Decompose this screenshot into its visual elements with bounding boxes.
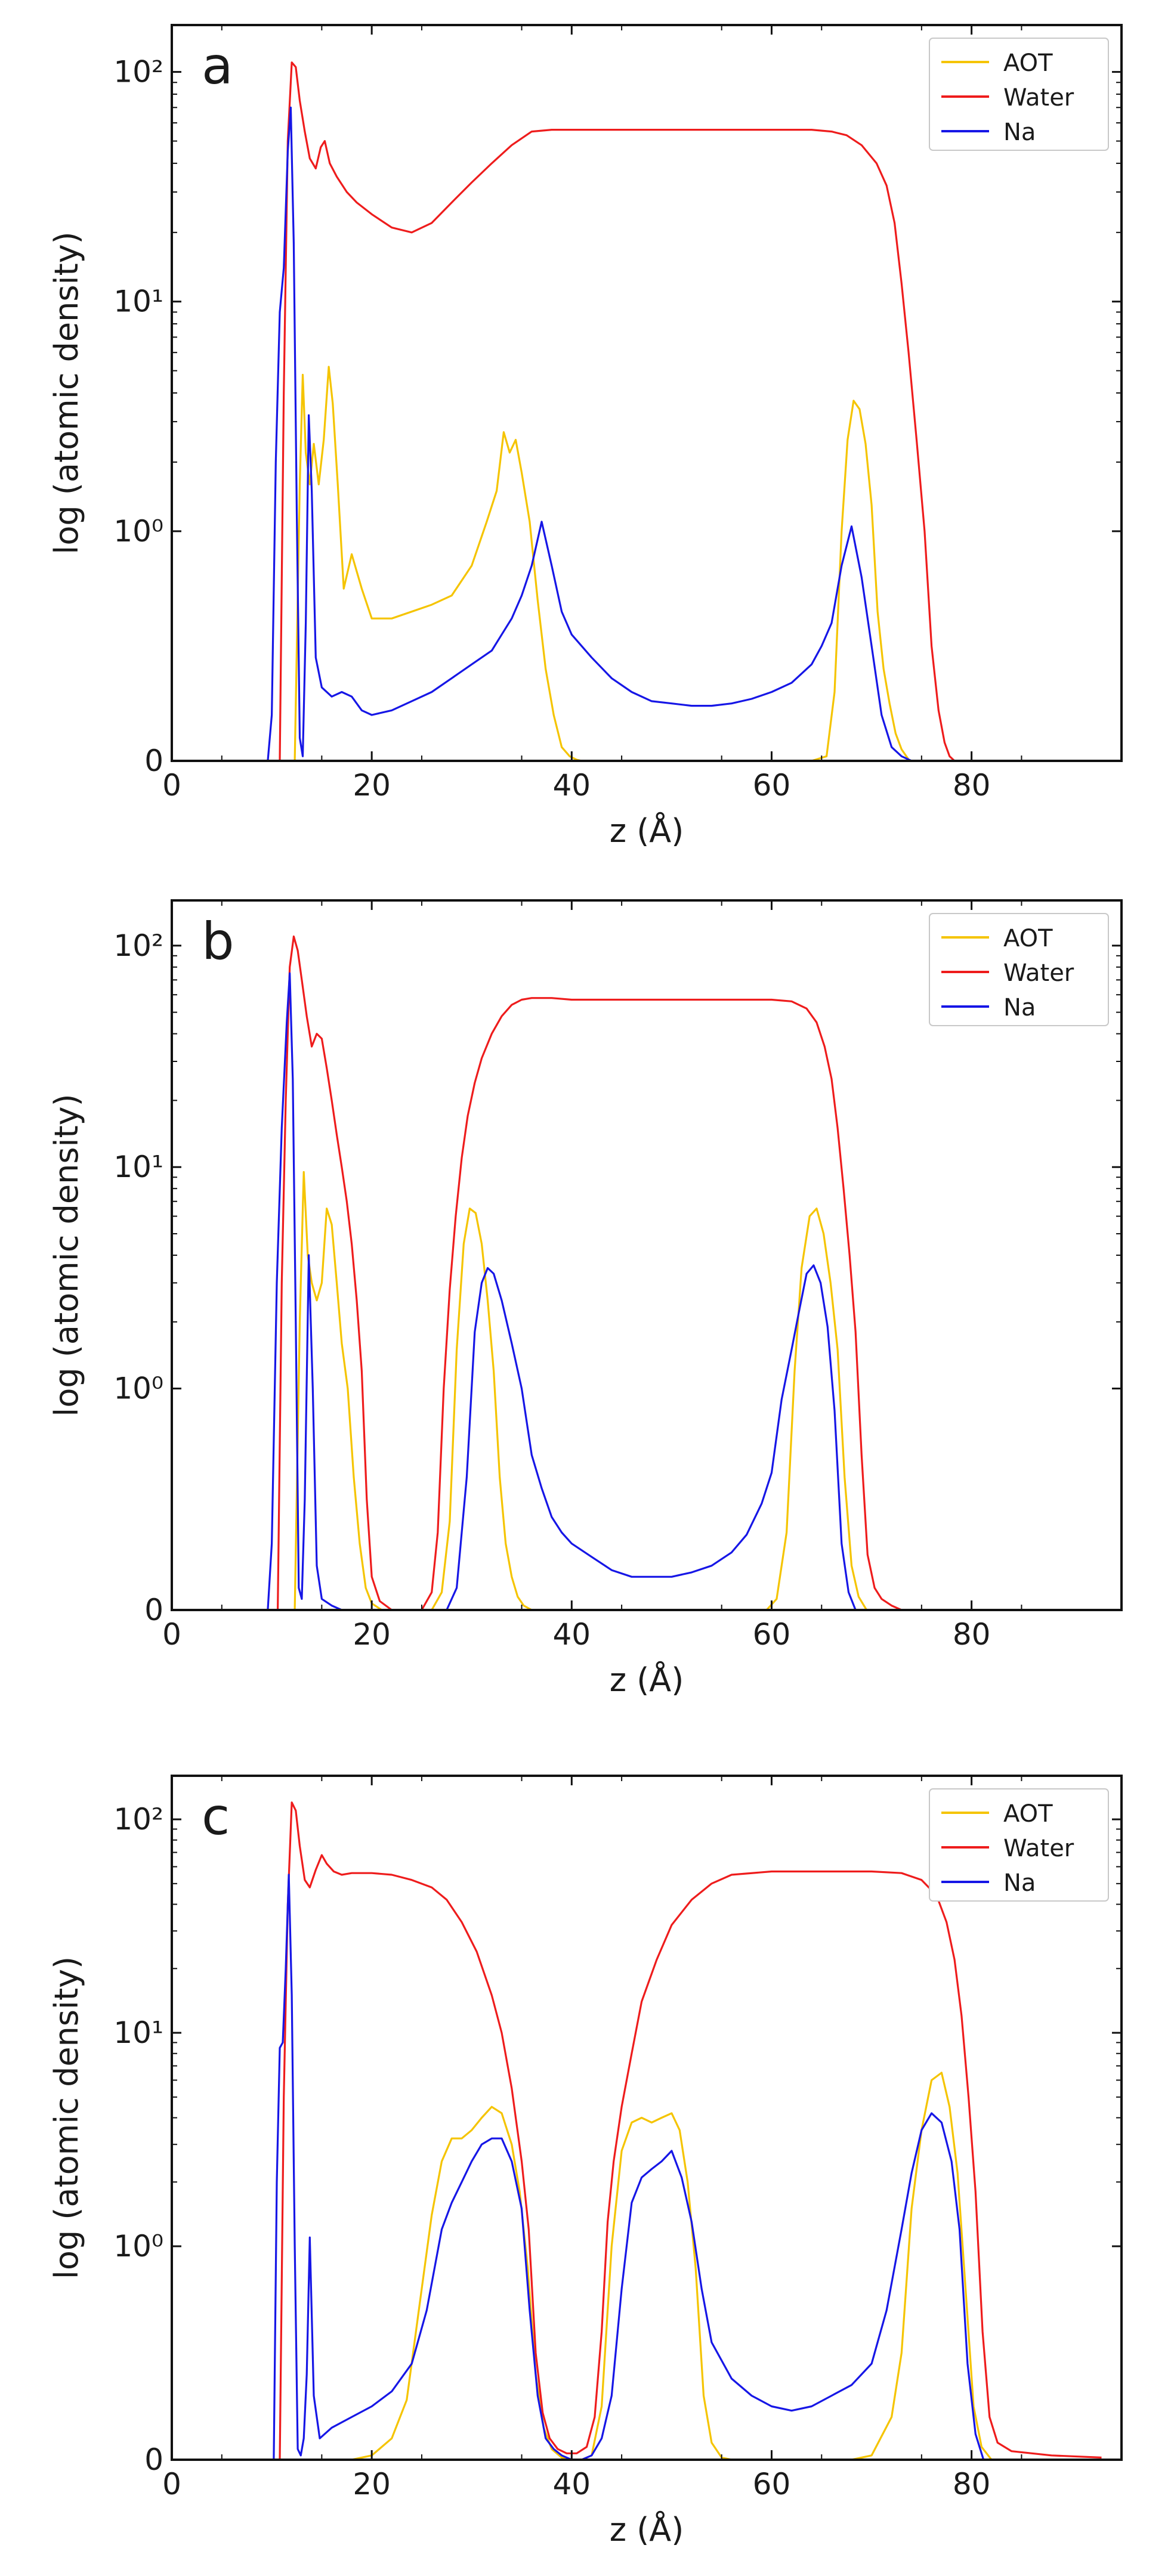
legend-label-water: Water bbox=[1003, 959, 1074, 987]
x-tick-label: 0 bbox=[162, 768, 181, 803]
series-line-na bbox=[273, 1874, 985, 2461]
series-line-water bbox=[277, 935, 902, 1611]
chart-panel-a: 0 20 40 60 80 0 10⁰ 10¹ 10² z (Å) log (atomic dens… bbox=[48, 24, 1123, 850]
chart-panel-c: 0 20 40 60 80 0 10⁰ 10¹ 10² z (Å) log (atomic dens… bbox=[48, 1775, 1123, 2549]
legend-box bbox=[929, 38, 1109, 151]
x-axis-label: z (Å) bbox=[610, 812, 684, 850]
y-tick-label: 10² bbox=[113, 928, 163, 963]
y-tick-label: 0 bbox=[144, 1593, 163, 1627]
x-tick-label: 20 bbox=[353, 768, 391, 803]
series-line-aot bbox=[294, 1171, 868, 1611]
legend-label-na: Na bbox=[1003, 119, 1036, 146]
legend-label-aot: AOT bbox=[1003, 49, 1053, 77]
panel-label: c bbox=[202, 1787, 230, 1847]
x-tick-label: 0 bbox=[162, 2467, 181, 2501]
legend-label-na: Na bbox=[1003, 1869, 1036, 1897]
panel-label: a bbox=[202, 36, 233, 96]
x-tick-label: 20 bbox=[353, 1617, 391, 1652]
y-axis-label: log (atomic density) bbox=[48, 231, 85, 554]
x-tick-label: 60 bbox=[753, 1617, 791, 1652]
x-tick-label: 20 bbox=[353, 2467, 391, 2501]
y-tick-label: 10⁰ bbox=[113, 514, 163, 549]
x-tick-label: 40 bbox=[553, 768, 591, 803]
x-tick-label: 80 bbox=[953, 1617, 991, 1652]
x-tick-label: 40 bbox=[553, 2467, 591, 2501]
series-line-aot bbox=[351, 2072, 993, 2461]
y-axis-label: log (atomic density) bbox=[48, 1956, 85, 2279]
chart-panel-b: 0 20 40 60 80 0 10⁰ 10¹ 10² z (Å) log (atomic dens… bbox=[48, 899, 1123, 1699]
legend-label-aot: AOT bbox=[1003, 1800, 1053, 1828]
y-tick-label: 10⁰ bbox=[113, 1371, 163, 1406]
series-line-na bbox=[267, 106, 912, 762]
legend: AOT Water Na bbox=[929, 913, 1109, 1026]
y-tick-label: 10¹ bbox=[113, 2015, 163, 2050]
x-tick-label: 60 bbox=[753, 768, 791, 803]
y-axis-label: log (atomic density) bbox=[48, 1094, 85, 1416]
series-line-aot bbox=[294, 366, 911, 762]
legend-label-na: Na bbox=[1003, 994, 1036, 1021]
legend: AOT Water Na bbox=[929, 38, 1109, 151]
y-tick-label: 10⁰ bbox=[113, 2229, 163, 2264]
y-tick-label: 0 bbox=[144, 744, 163, 778]
series-line-water bbox=[279, 61, 956, 762]
y-tick-label: 10² bbox=[113, 55, 163, 89]
legend-label-water: Water bbox=[1003, 84, 1074, 112]
y-tick-label: 10¹ bbox=[113, 284, 163, 319]
x-axis-label: z (Å) bbox=[610, 2510, 684, 2549]
x-tick-label: 40 bbox=[553, 1617, 591, 1652]
x-axis-label: z (Å) bbox=[610, 1661, 684, 1699]
legend-label-water: Water bbox=[1003, 1835, 1074, 1862]
legend-box bbox=[929, 1788, 1109, 1902]
x-tick-label: 80 bbox=[953, 768, 991, 803]
x-tick-label: 60 bbox=[753, 2467, 791, 2501]
legend: AOT Water Na bbox=[929, 1788, 1109, 1902]
x-tick-label: 80 bbox=[953, 2467, 991, 2501]
y-tick-label: 10¹ bbox=[113, 1150, 163, 1184]
series-line-na bbox=[267, 972, 857, 1611]
panel-label: b bbox=[202, 912, 234, 971]
x-tick-label: 0 bbox=[162, 1617, 181, 1652]
y-tick-label: 0 bbox=[144, 2442, 163, 2477]
y-tick-label: 10² bbox=[113, 1802, 163, 1837]
legend-box bbox=[929, 913, 1109, 1026]
legend-label-aot: AOT bbox=[1003, 925, 1053, 952]
